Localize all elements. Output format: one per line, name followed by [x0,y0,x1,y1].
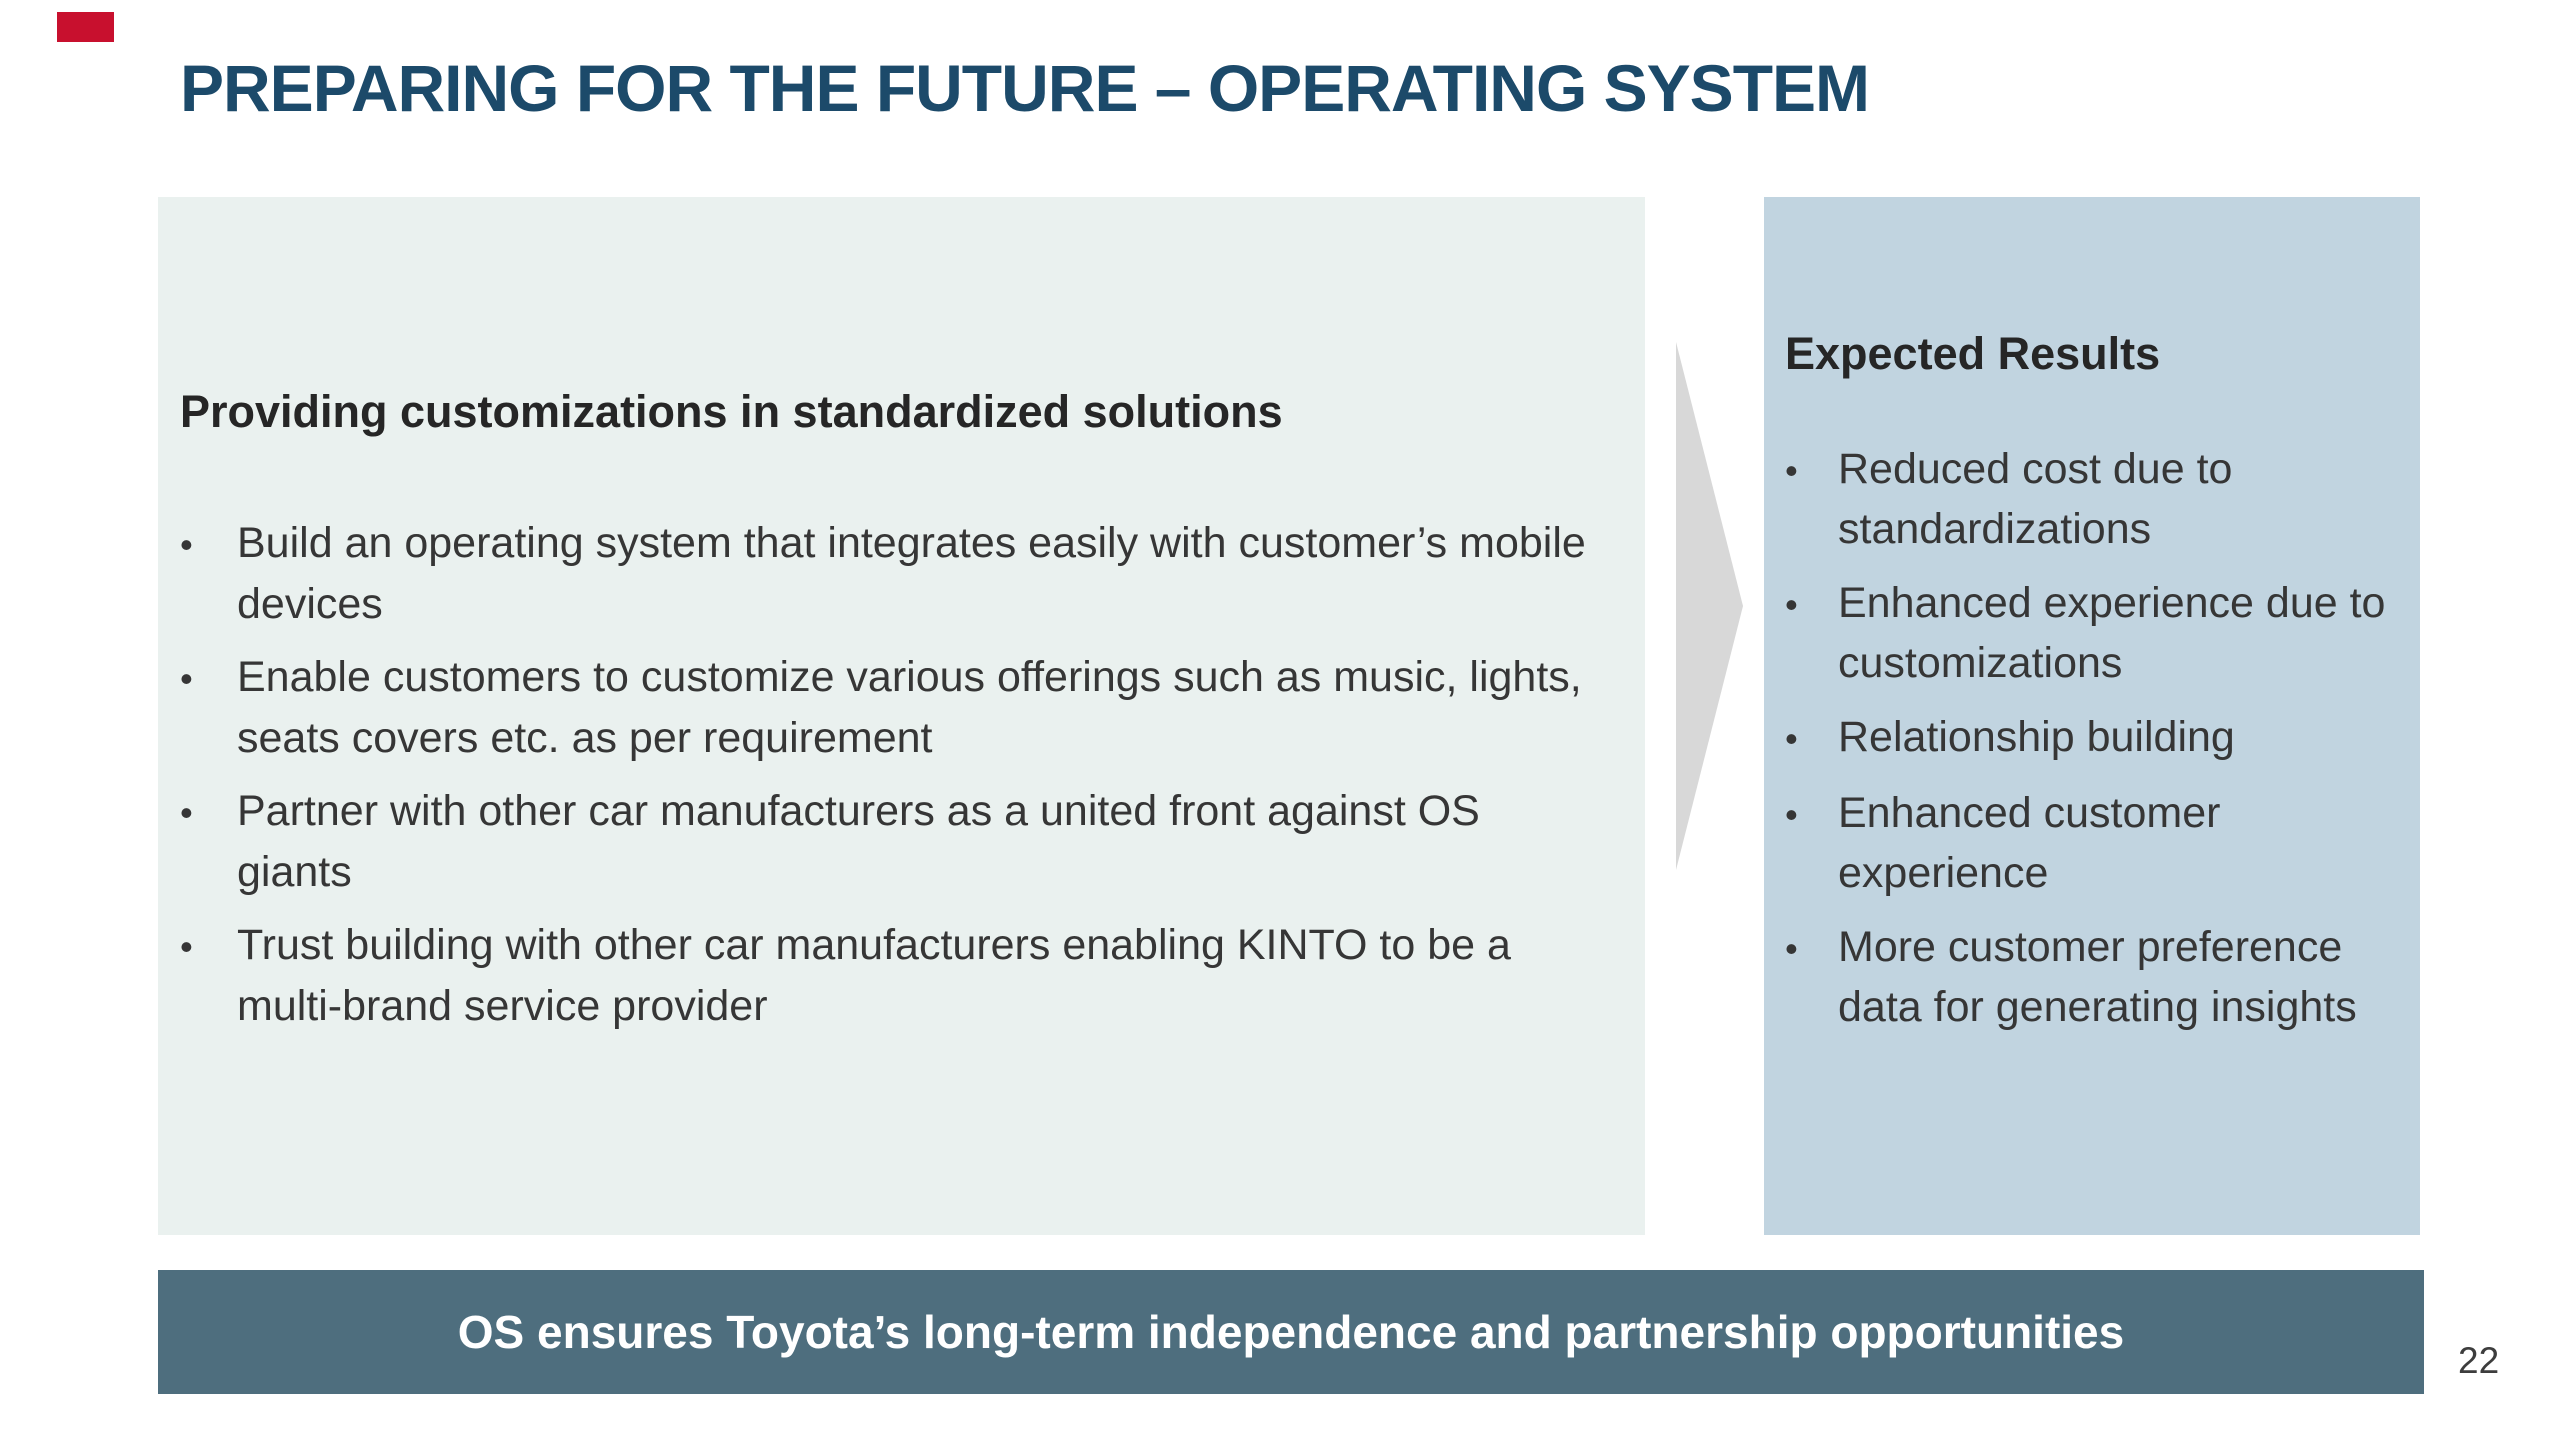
bullet-text: Enable customers to customize various of… [237,653,1582,762]
takeaway-bar: OS ensures Toyota’s long-term independen… [158,1270,2424,1394]
list-item: Relationship building [1785,707,2392,769]
bullet-text: Enhanced customer experience [1838,789,2221,897]
left-panel: Providing customizations in standardized… [158,197,1645,1235]
bullet-dot-icon [1785,917,1838,979]
list-item: Partner with other car manufacturers as … [180,781,1605,903]
list-item: Enable customers to customize various of… [180,647,1605,769]
list-item: Trust building with other car manufactur… [180,915,1605,1037]
bullet-text: More customer preference data for genera… [1838,923,2357,1031]
slide-title: PREPARING FOR THE FUTURE – OPERATING SYS… [180,51,1870,125]
bullet-text: Build an operating system that integrate… [237,519,1586,628]
bullet-dot-icon [1785,783,1838,845]
list-item: Enhanced experience due to customization… [1785,573,2392,693]
list-item: More customer preference data for genera… [1785,917,2392,1037]
right-panel: Expected Results Reduced cost due to sta… [1764,197,2420,1235]
bullet-dot-icon [1785,707,1838,769]
bullet-dot-icon [180,781,237,843]
bullet-text: Reduced cost due to standardizations [1838,445,2233,553]
bullet-dot-icon [180,647,237,709]
bullet-dot-icon [180,513,237,575]
bullet-text: Trust building with other car manufactur… [237,921,1511,1030]
left-panel-heading: Providing customizations in standardized… [180,386,1283,437]
right-arrow-icon [1676,342,1743,870]
bullet-text: Partner with other car manufacturers as … [237,787,1480,896]
takeaway-text: OS ensures Toyota’s long-term independen… [457,1306,2125,1358]
list-item: Reduced cost due to standardizations [1785,439,2392,559]
list-item: Enhanced customer experience [1785,783,2392,903]
list-item: Build an operating system that integrate… [180,513,1605,635]
right-panel-heading: Expected Results [1785,328,2161,379]
left-bullet-list: Build an operating system that integrate… [180,513,1605,1037]
bullet-dot-icon [1785,573,1838,635]
bullet-dot-icon [180,915,237,977]
red-accent-mark [57,12,114,42]
bullet-text: Enhanced experience due to customization… [1838,579,2386,687]
right-bullet-list: Reduced cost due to standardizations Enh… [1785,439,2392,1037]
bullet-text: Relationship building [1838,713,2235,761]
page-number: 22 [2458,1340,2500,1381]
bullet-dot-icon [1785,439,1838,501]
